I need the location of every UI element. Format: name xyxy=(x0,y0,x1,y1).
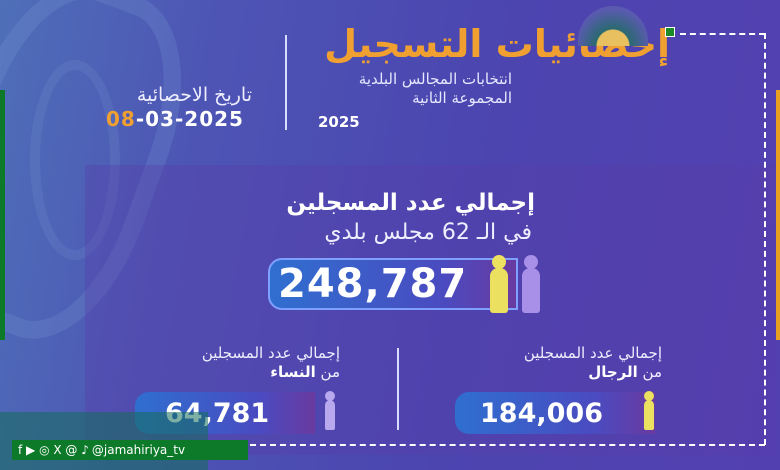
stats-date-label: تاريخ الاحصائية xyxy=(136,84,252,106)
dashed-frame xyxy=(764,33,766,445)
year: 2025 xyxy=(318,113,360,131)
social-bar[interactable]: f ▶ ◎ X @ ♪ @jamahiriya_tv xyxy=(12,440,248,460)
men-label-line: إجمالي عدد المسجلين xyxy=(523,344,662,362)
stats-date: 08-03-2025 xyxy=(106,107,244,131)
women-label: إجمالي عدد المسجلين من النساء xyxy=(202,344,340,382)
woman-icon xyxy=(325,400,335,430)
date-day: 08 xyxy=(106,107,136,131)
subtitle-line: انتخابات المجالس البلدية xyxy=(358,70,512,88)
men-prefix: من xyxy=(642,363,662,381)
edge-bar-green xyxy=(0,90,5,340)
women-prefix: من xyxy=(320,363,340,381)
woman-icon xyxy=(522,268,540,313)
total-heading: إجمالي عدد المسجلين xyxy=(286,190,535,216)
subtitle-line: المجموعة الثانية xyxy=(412,89,512,107)
women-group: النساء xyxy=(270,363,316,381)
date-rest: -03-2025 xyxy=(135,107,244,131)
dashed-frame xyxy=(250,444,765,446)
men-value: 184,006 xyxy=(455,392,655,434)
divider xyxy=(285,35,287,130)
total-value: 248,787 xyxy=(268,258,518,310)
social-handle[interactable]: @jamahiriya_tv xyxy=(91,443,186,457)
dome-logo-icon xyxy=(578,6,648,46)
edge-bar-orange xyxy=(776,90,780,340)
subtitle: انتخابات المجالس البلدية المجموعة الثاني… xyxy=(359,70,512,108)
divider xyxy=(397,348,399,430)
total-subheading: في الـ 62 مجلس بلدي xyxy=(324,220,532,245)
man-icon xyxy=(644,400,654,430)
man-icon xyxy=(490,268,508,313)
social-icons[interactable]: f ▶ ◎ X @ ♪ xyxy=(18,443,89,457)
women-label-line: إجمالي عدد المسجلين xyxy=(201,344,340,362)
men-group: الرجال xyxy=(588,363,638,381)
decorative-pattern xyxy=(30,60,120,260)
logo-square-icon xyxy=(665,27,675,37)
dashed-frame xyxy=(680,33,765,35)
men-label: إجمالي عدد المسجلين من الرجال xyxy=(524,344,662,382)
